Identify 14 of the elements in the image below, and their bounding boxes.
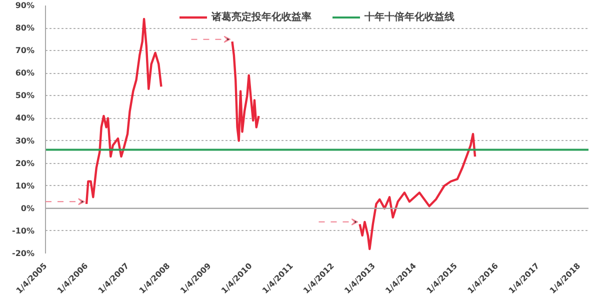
- y-tick-label: 70%: [15, 46, 35, 56]
- y-tick-label: 50%: [15, 91, 35, 100]
- y-tick-label: -10%: [12, 226, 34, 236]
- y-tick-label: 90%: [15, 1, 35, 10]
- y-tick-label: -20%: [12, 249, 34, 258]
- y-tick-label: 40%: [15, 114, 35, 123]
- y-tick-label: 30%: [15, 136, 35, 146]
- y-tick-label: 20%: [15, 158, 35, 168]
- legend-label: 诸葛亮定投年化收益率: [212, 10, 312, 24]
- y-tick-label: 80%: [15, 24, 35, 33]
- y-tick-label: 60%: [15, 68, 35, 78]
- legend-label: 十年十倍年化收益线: [364, 10, 454, 24]
- y-tick-label: 0%: [20, 204, 35, 213]
- y-tick-label: 10%: [15, 181, 35, 190]
